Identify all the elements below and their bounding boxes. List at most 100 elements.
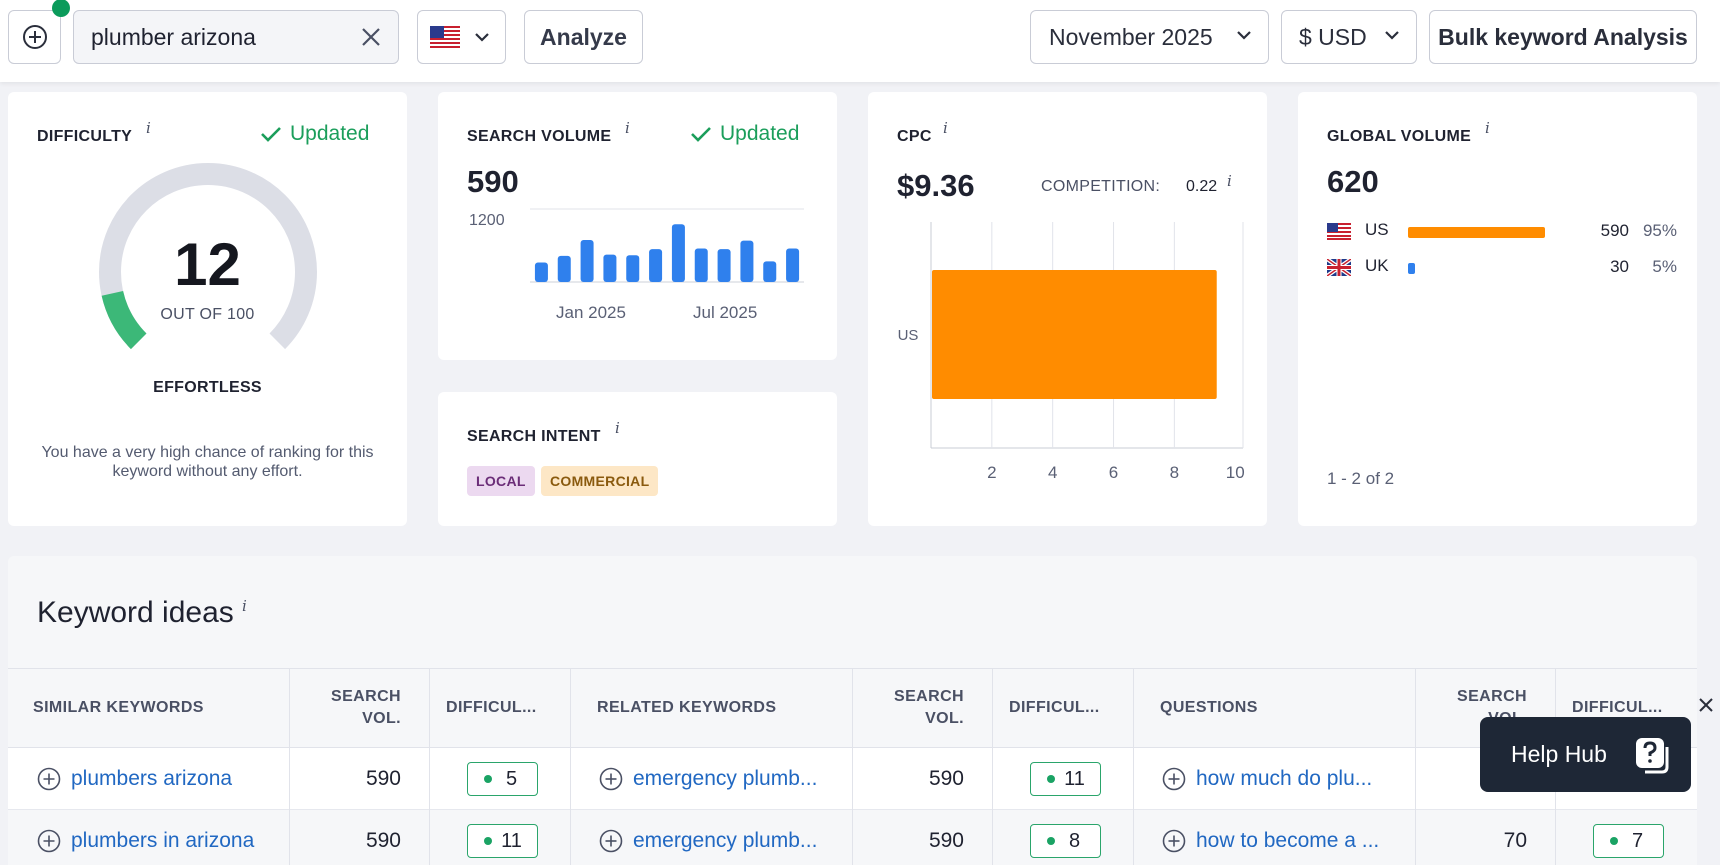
country-code: UK bbox=[1365, 256, 1389, 275]
month-select[interactable]: November 2025 bbox=[1030, 10, 1269, 64]
check-icon bbox=[691, 127, 711, 142]
header-related-keywords[interactable]: RELATED KEYWORDS bbox=[570, 668, 852, 748]
updated-label: Updated bbox=[290, 122, 370, 145]
keyword-link[interactable]: how much do plu... bbox=[1162, 748, 1372, 810]
competition-label: COMPETITION: bbox=[1041, 178, 1161, 195]
y-category-label: US bbox=[898, 327, 919, 344]
add-project-button[interactable] bbox=[8, 0, 70, 64]
status-dot bbox=[1047, 837, 1055, 845]
info-icon[interactable]: i bbox=[146, 119, 151, 137]
search-input-value[interactable]: plumber arizona bbox=[91, 23, 256, 50]
difficulty-out-of: OUT OF 100 bbox=[160, 306, 255, 323]
search-volume-bar[interactable] bbox=[534, 262, 548, 282]
plus-circle-icon[interactable] bbox=[599, 767, 623, 791]
cpc-bar[interactable] bbox=[932, 270, 1217, 399]
keyword-text[interactable]: plumbers arizona bbox=[71, 767, 233, 790]
plus-circle-icon[interactable] bbox=[1162, 829, 1186, 853]
column-divider bbox=[992, 668, 993, 865]
keyword-link[interactable]: how to become a ... bbox=[1162, 810, 1379, 865]
search-volume-bar[interactable] bbox=[557, 255, 571, 282]
competition-value: 0.22 bbox=[1186, 178, 1218, 195]
search-intent-title: SEARCH INTENT bbox=[467, 428, 601, 445]
global-volume-row-us: US 590 95% bbox=[1327, 220, 1677, 244]
keyword-ideas-panel: Keyword ideas i SIMILAR KEYWORDS SEARCH V… bbox=[8, 556, 1697, 865]
keyword-text[interactable]: emergency plumb... bbox=[633, 767, 818, 790]
difficulty-description: You have a very high chance of ranking f… bbox=[41, 444, 374, 480]
currency-select-value: $ USD bbox=[1299, 23, 1367, 50]
plus-circle-icon[interactable] bbox=[37, 829, 61, 853]
plus-circle-icon[interactable] bbox=[599, 829, 623, 853]
global-volume-value: 620 bbox=[1327, 164, 1379, 199]
keyword-link[interactable]: plumbers arizona bbox=[37, 748, 232, 810]
clear-icon[interactable] bbox=[358, 24, 384, 50]
help-hub-button[interactable]: Help Hub bbox=[1480, 717, 1691, 792]
gauge-track bbox=[99, 163, 317, 350]
plus-circle-icon bbox=[22, 25, 47, 49]
country-percent: 5% bbox=[1652, 257, 1677, 276]
check-icon bbox=[261, 127, 281, 142]
info-icon[interactable]: i bbox=[943, 119, 948, 137]
plus-circle-icon[interactable] bbox=[37, 767, 61, 791]
search-volume-bar[interactable] bbox=[786, 248, 800, 282]
bulk-keyword-analysis-button[interactable]: Bulk keyword Analysis bbox=[1429, 10, 1697, 64]
keyword-link[interactable]: plumbers in arizona bbox=[37, 810, 254, 865]
country-select[interactable] bbox=[417, 10, 506, 64]
keyword-text[interactable]: how to become a ... bbox=[1196, 829, 1380, 852]
search-volume-bar[interactable] bbox=[603, 254, 617, 282]
x-tick-label: 6 bbox=[1109, 463, 1118, 482]
keyword-text[interactable]: plumbers in arizona bbox=[71, 829, 255, 852]
search-volume-value: 590 bbox=[467, 164, 519, 199]
keyword-link[interactable]: emergency plumb... bbox=[599, 748, 817, 810]
search-volume-bar[interactable] bbox=[763, 261, 777, 282]
intent-tag-commercial: COMMERCIAL bbox=[541, 466, 659, 496]
country-volume: 30 bbox=[1610, 257, 1629, 276]
search-volume-card: SEARCH VOLUME i Updated 590 1200 Jan 202… bbox=[438, 92, 837, 360]
header-similar-keywords[interactable]: SIMILAR KEYWORDS bbox=[8, 668, 289, 748]
status-dot bbox=[1610, 837, 1618, 845]
difficulty-updated-status: Updated bbox=[260, 122, 369, 146]
us-flag-icon bbox=[430, 26, 460, 48]
info-icon[interactable]: i bbox=[242, 597, 247, 615]
global-volume-card: GLOBAL VOLUME i 620 US 590 95% UK 30 5% … bbox=[1298, 92, 1697, 526]
x-tick-label: 2 bbox=[987, 463, 996, 482]
global-volume-bar bbox=[1408, 263, 1415, 274]
close-icon[interactable] bbox=[1697, 696, 1715, 714]
keyword-text[interactable]: emergency plumb... bbox=[633, 829, 818, 852]
info-icon[interactable]: i bbox=[615, 419, 620, 437]
header-questions[interactable]: QUESTIONS bbox=[1133, 668, 1415, 748]
info-icon[interactable]: i bbox=[625, 119, 630, 137]
plus-circle-icon[interactable] bbox=[1162, 767, 1186, 791]
search-volume-bar[interactable] bbox=[694, 248, 708, 282]
analyze-button[interactable]: Analyze bbox=[524, 10, 643, 64]
cpc-value: $9.36 bbox=[897, 168, 975, 203]
header-difficulty[interactable]: DIFFICUL... bbox=[429, 668, 570, 748]
status-dot bbox=[484, 775, 492, 783]
help-hub-label: Help Hub bbox=[1511, 741, 1607, 767]
keyword-text[interactable]: how much do plu... bbox=[1196, 767, 1373, 790]
column-divider bbox=[852, 668, 853, 865]
header-difficulty[interactable]: DIFFICUL... bbox=[992, 668, 1133, 748]
help-chat-icon bbox=[1636, 738, 1669, 774]
info-icon[interactable]: i bbox=[1485, 119, 1490, 137]
keyword-search-input[interactable]: plumber arizona bbox=[73, 10, 399, 64]
difficulty-value: 8 bbox=[1068, 829, 1081, 852]
gauge-fill bbox=[101, 290, 147, 350]
search-volume-bar[interactable] bbox=[580, 240, 594, 282]
global-volume-bar bbox=[1408, 227, 1545, 238]
x-axis-label-jan: Jan 2025 bbox=[556, 303, 626, 322]
difficulty-value: 5 bbox=[505, 767, 518, 790]
search-volume-bar[interactable] bbox=[671, 224, 685, 282]
search-volume-trend-chart bbox=[530, 208, 804, 283]
search-volume-bar[interactable] bbox=[717, 249, 731, 282]
keyword-link[interactable]: emergency plumb... bbox=[599, 810, 817, 865]
difficulty-value: 11 bbox=[501, 829, 522, 852]
search-volume-bar[interactable] bbox=[649, 249, 663, 282]
difficulty-badge: 7 bbox=[1593, 824, 1664, 858]
search-volume-bar[interactable] bbox=[740, 240, 754, 282]
info-icon[interactable]: i bbox=[1227, 172, 1232, 190]
search-volume-bar[interactable] bbox=[626, 255, 640, 282]
currency-select[interactable]: $ USD bbox=[1281, 10, 1417, 64]
status-dot bbox=[484, 837, 492, 845]
